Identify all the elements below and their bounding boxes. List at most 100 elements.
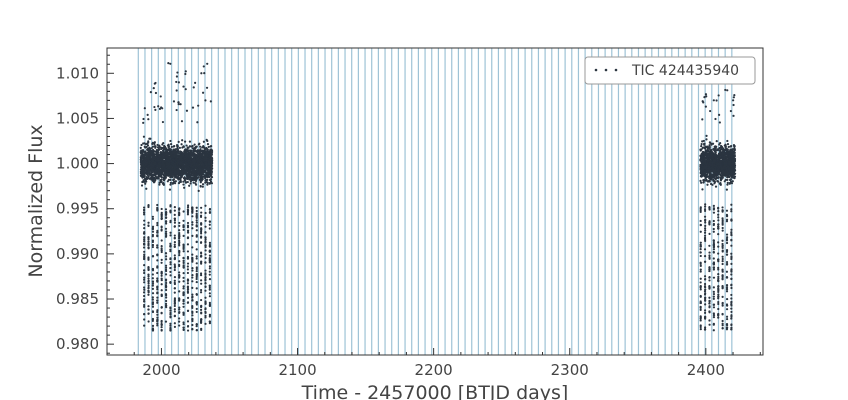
flux-point bbox=[191, 144, 194, 148]
flux-point bbox=[151, 269, 155, 272]
flux-point bbox=[191, 215, 194, 218]
flux-point bbox=[173, 254, 176, 257]
flux-point bbox=[178, 299, 181, 302]
flux-point bbox=[206, 181, 209, 184]
flux-point bbox=[147, 275, 150, 278]
flux-point bbox=[158, 148, 161, 151]
flux-point bbox=[208, 304, 212, 308]
flux-point bbox=[182, 272, 185, 275]
flux-point bbox=[705, 95, 708, 98]
flux-point bbox=[702, 181, 705, 184]
flux-point bbox=[172, 100, 176, 103]
flux-point bbox=[154, 108, 157, 111]
flux-point bbox=[156, 229, 159, 232]
flux-point bbox=[200, 298, 203, 302]
flux-point bbox=[160, 247, 163, 250]
flux-point bbox=[184, 179, 187, 182]
flux-point bbox=[199, 291, 203, 294]
flux-point bbox=[195, 307, 198, 311]
flux-point bbox=[173, 221, 177, 224]
flux-point bbox=[182, 302, 185, 305]
flux-point bbox=[191, 319, 194, 323]
flux-point bbox=[156, 296, 159, 299]
flux-point bbox=[169, 148, 173, 151]
flux-point bbox=[700, 181, 703, 184]
flux-point bbox=[191, 267, 194, 270]
flux-point bbox=[147, 308, 150, 311]
flux-point bbox=[201, 185, 204, 188]
flux-point bbox=[140, 184, 144, 187]
flux-points bbox=[139, 62, 737, 332]
flux-point bbox=[143, 107, 146, 110]
flux-point bbox=[206, 143, 210, 146]
flux-point bbox=[169, 263, 172, 266]
flux-point bbox=[729, 109, 732, 113]
flux-point bbox=[147, 279, 150, 282]
flux-point bbox=[195, 303, 198, 306]
flux-point bbox=[157, 177, 160, 180]
flux-point bbox=[151, 284, 154, 287]
flux-point bbox=[208, 250, 211, 253]
flux-point bbox=[198, 142, 201, 145]
flux-point bbox=[160, 319, 163, 323]
flux-point bbox=[156, 320, 159, 323]
flux-point bbox=[159, 95, 162, 98]
flux-point bbox=[182, 323, 185, 326]
flux-point bbox=[175, 75, 179, 78]
flux-point bbox=[143, 239, 146, 243]
flux-point bbox=[208, 284, 211, 288]
flux-point bbox=[150, 147, 153, 150]
flux-point bbox=[178, 214, 181, 217]
flux-point bbox=[208, 223, 211, 226]
flux-point bbox=[156, 277, 159, 280]
flux-point bbox=[161, 120, 165, 124]
flux-point bbox=[173, 245, 176, 248]
flux-point bbox=[204, 225, 207, 228]
flux-point bbox=[151, 324, 155, 327]
flux-point bbox=[196, 121, 199, 124]
flux-point bbox=[182, 228, 185, 231]
flux-point bbox=[711, 142, 715, 145]
flux-point bbox=[722, 147, 725, 150]
flux-point bbox=[147, 282, 150, 285]
flux-point bbox=[169, 178, 172, 181]
flux-point bbox=[141, 149, 145, 152]
flux-point bbox=[716, 174, 719, 177]
flux-point bbox=[727, 145, 730, 149]
flux-point bbox=[173, 276, 177, 279]
flux-point bbox=[147, 240, 150, 243]
flux-point bbox=[178, 273, 181, 277]
flux-point bbox=[204, 216, 207, 219]
flux-point bbox=[156, 301, 159, 304]
flux-point bbox=[204, 99, 207, 102]
flux-point bbox=[153, 142, 156, 146]
flux-point bbox=[200, 279, 203, 282]
flux-point bbox=[186, 180, 189, 184]
flux-point bbox=[177, 140, 180, 143]
flux-point bbox=[143, 238, 146, 241]
flux-point bbox=[204, 302, 207, 305]
flux-point bbox=[204, 310, 207, 313]
flux-point bbox=[151, 298, 154, 301]
flux-point bbox=[204, 261, 207, 264]
flux-point bbox=[194, 183, 198, 186]
flux-point bbox=[199, 288, 203, 292]
flux-point bbox=[143, 213, 146, 216]
flux-point bbox=[178, 264, 181, 268]
flux-point bbox=[210, 170, 213, 174]
flux-point bbox=[182, 85, 185, 88]
flux-point bbox=[184, 72, 187, 76]
flux-point bbox=[700, 145, 703, 148]
flux-point bbox=[184, 88, 187, 91]
flux-point bbox=[170, 145, 173, 149]
flux-point bbox=[195, 275, 198, 279]
flux-point bbox=[195, 248, 198, 251]
flux-point bbox=[195, 174, 198, 177]
flux-point bbox=[147, 267, 150, 270]
flux-point bbox=[195, 325, 198, 328]
flux-point bbox=[178, 311, 181, 314]
flux-point bbox=[195, 267, 198, 271]
flux-point bbox=[178, 208, 181, 211]
flux-point bbox=[160, 228, 163, 231]
flux-point bbox=[200, 252, 203, 255]
